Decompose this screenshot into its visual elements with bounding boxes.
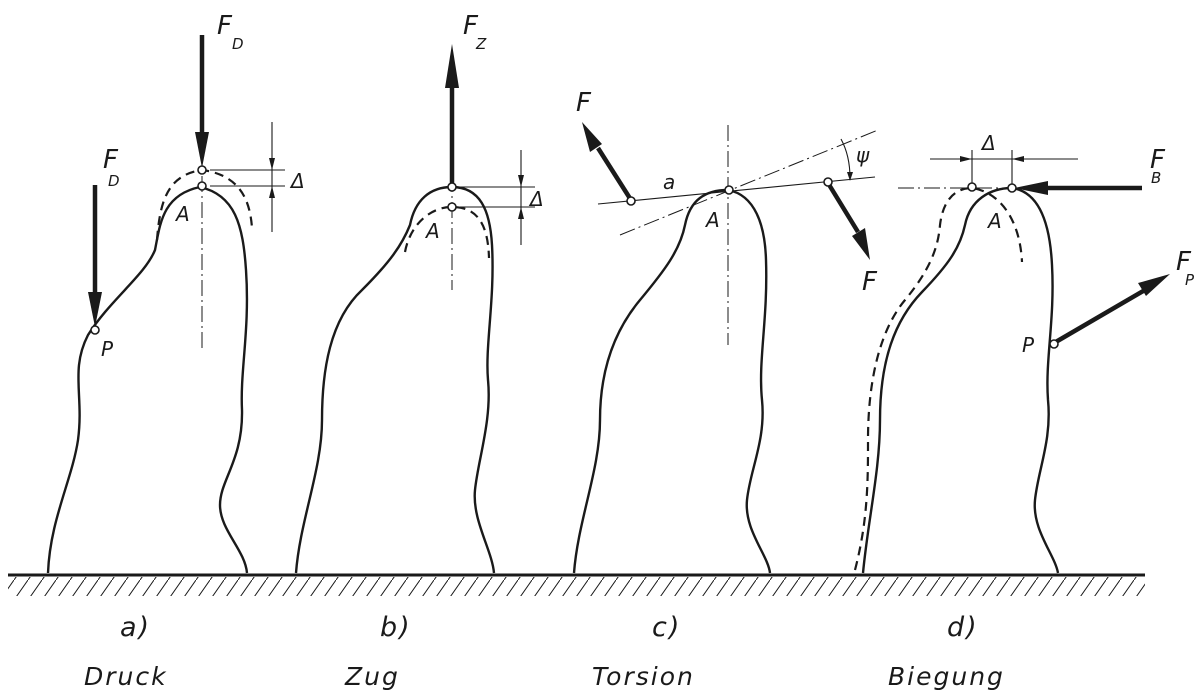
point-b-top	[447, 182, 457, 192]
force-sub-B: B	[1151, 169, 1161, 187]
profile-c	[572, 188, 772, 574]
force-label-F-P: F	[1176, 247, 1192, 277]
delta-label: Δ	[289, 169, 305, 193]
force-label-F-bend: F	[1150, 145, 1166, 175]
profile-d	[861, 186, 1060, 574]
point-A-c	[724, 185, 734, 195]
caption-word-biegung: Biegung	[888, 662, 1005, 691]
point-A-b	[447, 202, 457, 212]
point-a-top-deformed	[197, 165, 207, 175]
force-label-F-zug: F	[463, 11, 479, 41]
caption-word-zug: Zug	[344, 662, 400, 691]
caption-letter-a: a)	[120, 612, 151, 643]
delta-label: Δ	[528, 187, 544, 211]
point-P-a	[90, 325, 100, 335]
point-label-P: P	[1022, 333, 1035, 357]
panel-a: F D F D A P Δ	[46, 11, 305, 574]
force-sub-D-top: D	[232, 35, 244, 53]
point-label-P: P	[101, 337, 114, 361]
force-label-F-left: F	[576, 88, 592, 118]
point-P-d	[1049, 339, 1059, 349]
point-d-deformed	[967, 182, 977, 192]
captions: a) Druck b) Zug c) Torsion d) Biegung	[84, 612, 1005, 691]
panel-d: F B F P A P Δ	[853, 131, 1195, 574]
caption-letter-d: d)	[947, 612, 979, 643]
delta-label: Δ	[980, 131, 996, 155]
point-c-left	[626, 196, 636, 206]
point-A-a	[197, 181, 207, 191]
deformed-profile-d	[853, 186, 1024, 571]
caption-letter-c: c)	[652, 612, 681, 643]
rotated-axis-c	[619, 129, 879, 236]
lever-label-a: a	[663, 170, 675, 194]
caption-word-torsion: Torsion	[592, 662, 695, 691]
force-sub-Z: Z	[475, 35, 487, 53]
caption-word-druck: Druck	[84, 662, 168, 691]
force-label-F-top: F	[217, 11, 233, 41]
ground	[8, 573, 1145, 596]
point-label-A: A	[986, 209, 1002, 233]
caption-letter-b: b)	[380, 612, 412, 643]
profile-b	[294, 185, 496, 574]
point-A-d	[1007, 183, 1017, 193]
deformed-profile-a	[155, 168, 254, 241]
deformed-profile-b	[403, 205, 491, 259]
point-label-A: A	[704, 208, 720, 232]
point-label-A: A	[424, 219, 440, 243]
force-sub-P: P	[1185, 271, 1195, 289]
force-sub-D-left: D	[108, 172, 120, 190]
force-label-F-right: F	[862, 267, 878, 297]
panel-c: F F a A ψ	[572, 88, 879, 574]
psi-label: ψ	[856, 143, 870, 167]
panel-b: F Z A Δ	[294, 11, 544, 574]
point-c-right	[823, 177, 833, 187]
profile-a	[46, 185, 249, 574]
force-label-F-left: F	[103, 145, 119, 175]
point-label-A: A	[174, 202, 190, 226]
